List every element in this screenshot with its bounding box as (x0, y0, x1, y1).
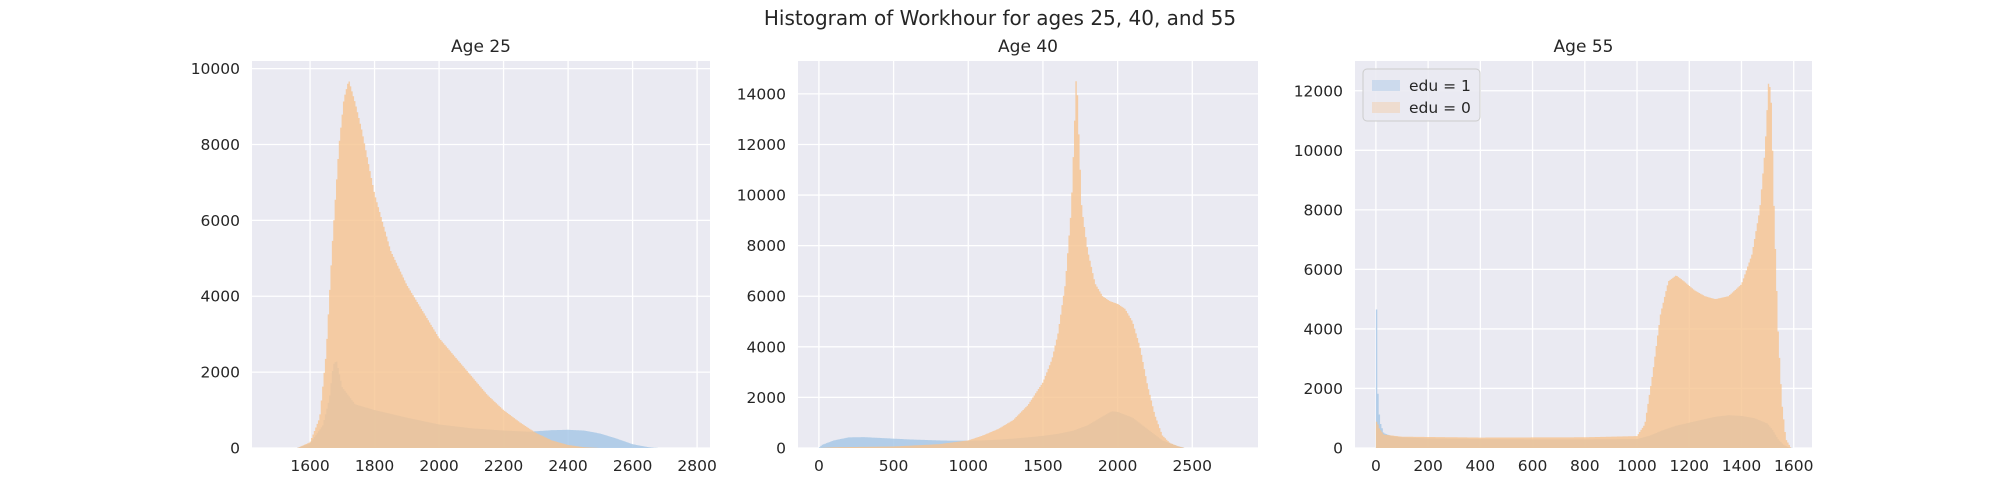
x-tick-label: 1600 (290, 457, 329, 475)
legend-label-edu1: edu = 1 (1409, 77, 1471, 95)
x-tick-label: 2000 (1098, 457, 1137, 475)
y-tick-label: 12000 (1294, 82, 1343, 100)
y-tick-label: 12000 (737, 136, 786, 154)
x-tick-label: 2200 (484, 457, 523, 475)
x-tick-label: 0 (814, 457, 824, 475)
y-tick-label: 0 (230, 440, 240, 458)
x-tick-label: 2600 (613, 457, 652, 475)
x-tick-label: 1600 (1774, 457, 1813, 475)
panel-title: Age 25 (451, 37, 511, 57)
y-tick-label: 10000 (737, 187, 786, 205)
legend-swatch-edu0 (1372, 102, 1400, 113)
legend-label-edu0: edu = 0 (1409, 99, 1471, 117)
panel-2: Age 40 0 500 1000 1500 2000 2500 0 2000 4000 6000 8… (737, 37, 1258, 475)
y-tick-label: 4000 (1304, 320, 1343, 338)
panel-title: Age 55 (1554, 37, 1614, 57)
y-tick-label: 8000 (201, 136, 240, 154)
x-tick-label: 500 (879, 457, 909, 475)
x-tick-label: 800 (1570, 457, 1600, 475)
y-tick-label: 4000 (201, 288, 240, 306)
histogram-edu0 (297, 81, 601, 448)
histogram-edu0 (818, 81, 1185, 448)
x-tick-label: 2400 (548, 457, 587, 475)
y-tick-label: 0 (776, 440, 786, 458)
panel-1: Age 25 1600 1800 2000 2200 2400 2600 2800 0 2000 4… (191, 37, 717, 475)
figure-title: Histogram of Workhour for ages 25, 40, a… (764, 6, 1236, 30)
panel-3: Age 55 0 200 400 600 800 1000 1200 1400 1600 0 2000… (1294, 37, 1814, 475)
y-tick-label: 8000 (747, 237, 786, 255)
y-tick-label: 14000 (737, 85, 786, 103)
x-tick-label: 1000 (1617, 457, 1656, 475)
x-tick-label: 200 (1413, 457, 1443, 475)
x-tick-label: 1400 (1722, 457, 1761, 475)
x-tick-label: 2800 (677, 457, 716, 475)
x-tick-label: 1000 (949, 457, 988, 475)
x-tick-label: 0 (1371, 457, 1381, 475)
x-tick-label: 600 (1518, 457, 1548, 475)
panel-title: Age 40 (998, 37, 1058, 57)
y-tick-label: 10000 (1294, 142, 1343, 160)
y-tick-label: 10000 (191, 60, 240, 78)
y-tick-label: 0 (1333, 440, 1343, 458)
y-tick-label: 8000 (1304, 201, 1343, 219)
legend-swatch-edu1 (1372, 80, 1400, 91)
y-tick-label: 2000 (1304, 380, 1343, 398)
histogram-edu0 (1375, 83, 1792, 448)
x-tick-label: 1200 (1670, 457, 1709, 475)
y-tick-label: 6000 (201, 212, 240, 230)
x-tick-label: 2000 (419, 457, 458, 475)
y-tick-label: 2000 (747, 389, 786, 407)
plot-area (798, 61, 1258, 448)
x-tick-label: 1800 (355, 457, 394, 475)
y-tick-label: 6000 (1304, 261, 1343, 279)
legend-frame (1362, 68, 1481, 122)
legend: edu = 1 edu = 0 (1362, 68, 1481, 122)
x-tick-label: 1500 (1023, 457, 1062, 475)
y-tick-label: 4000 (747, 338, 786, 356)
y-tick-label: 2000 (201, 364, 240, 382)
x-tick-label: 2500 (1173, 457, 1212, 475)
y-tick-label: 6000 (747, 288, 786, 306)
x-tick-label: 400 (1466, 457, 1496, 475)
